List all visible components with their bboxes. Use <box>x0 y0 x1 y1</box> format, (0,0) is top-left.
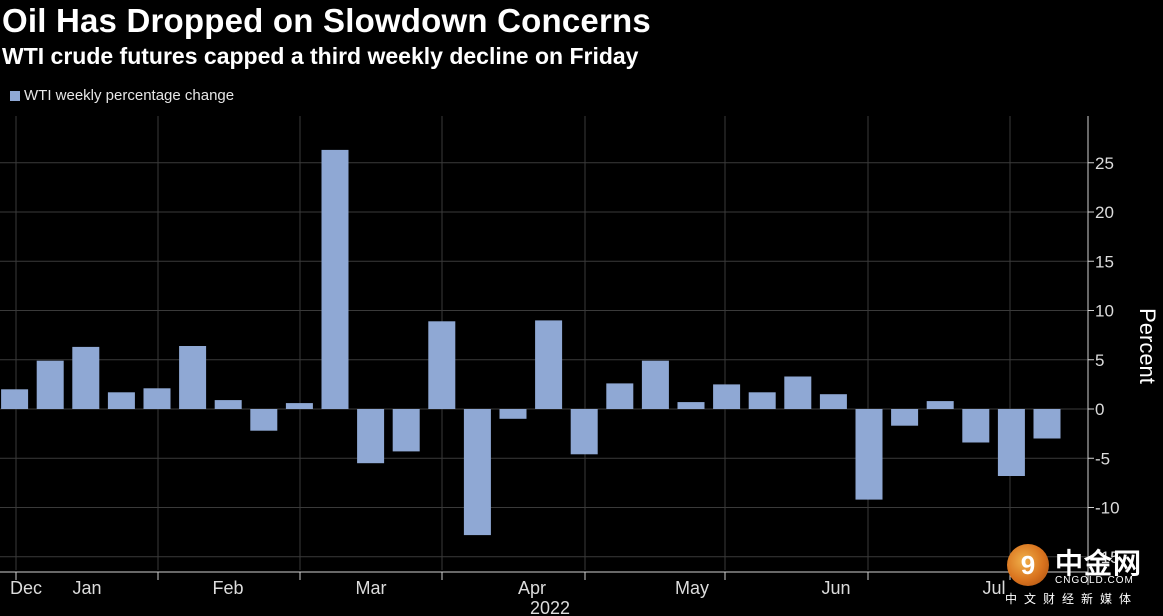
bar <box>179 346 207 409</box>
bar <box>143 388 171 409</box>
x-tick-label: Jun <box>821 578 850 598</box>
bar <box>962 409 990 443</box>
bar <box>285 403 313 409</box>
bar <box>1033 409 1061 439</box>
y-tick-label: 0 <box>1095 400 1104 419</box>
bar <box>214 400 242 409</box>
bar <box>926 401 954 409</box>
bar <box>891 409 919 426</box>
watermark: 9 中金网 CNGOLD.COM 中文财经新媒体 <box>1003 540 1163 616</box>
bar <box>499 409 527 419</box>
y-tick-label: 25 <box>1095 154 1114 173</box>
bar <box>392 409 420 452</box>
x-tick-label: May <box>675 578 709 598</box>
watermark-english: CNGOLD.COM <box>1055 575 1134 586</box>
bar <box>250 409 278 431</box>
x-tick-label: Feb <box>212 578 243 598</box>
bar <box>357 409 385 464</box>
bar <box>463 409 491 536</box>
y-tick-label: 20 <box>1095 203 1114 222</box>
x-axis-year-label: 2022 <box>530 598 570 616</box>
bar <box>570 409 598 455</box>
x-tick-label: Jul <box>982 578 1005 598</box>
bar <box>321 149 349 409</box>
legend: WTI weekly percentage change <box>10 87 234 104</box>
x-tick-label: Mar <box>356 578 387 598</box>
legend-label: WTI weekly percentage change <box>24 87 235 104</box>
x-tick-label: Apr <box>518 578 546 598</box>
bar <box>819 394 847 409</box>
y-tick-label: 10 <box>1095 302 1114 321</box>
watermark-subtitle: 中文财经新媒体 <box>1005 592 1139 606</box>
chart-title: Oil Has Dropped on Slowdown Concerns <box>2 2 651 39</box>
bar <box>997 409 1025 476</box>
bar <box>107 392 135 409</box>
y-tick-label: -10 <box>1095 499 1120 518</box>
bar <box>72 346 100 409</box>
bar <box>855 409 883 500</box>
y-tick-label: -15 <box>1095 548 1120 567</box>
chart-subtitle: WTI crude futures capped a third weekly … <box>2 43 639 69</box>
bar <box>748 392 776 409</box>
bar <box>713 384 741 409</box>
y-axis-title: Percent <box>1135 308 1160 384</box>
x-tick-label: Jan <box>72 578 101 598</box>
bar <box>36 360 64 409</box>
bar <box>535 320 563 409</box>
bar <box>428 321 456 409</box>
bar <box>677 402 705 409</box>
y-tick-label: 5 <box>1095 351 1104 370</box>
watermark-logo-icon: 9 <box>1007 544 1049 586</box>
x-tick-label: Dec <box>10 578 42 598</box>
y-tick-label: 15 <box>1095 252 1114 271</box>
bar <box>784 376 812 409</box>
legend-swatch <box>10 90 20 101</box>
bar <box>606 383 634 409</box>
watermark-chinese: 中金网 <box>1055 547 1143 580</box>
bar <box>641 360 669 409</box>
y-tick-label: -5 <box>1095 449 1110 468</box>
bar <box>1 389 29 409</box>
